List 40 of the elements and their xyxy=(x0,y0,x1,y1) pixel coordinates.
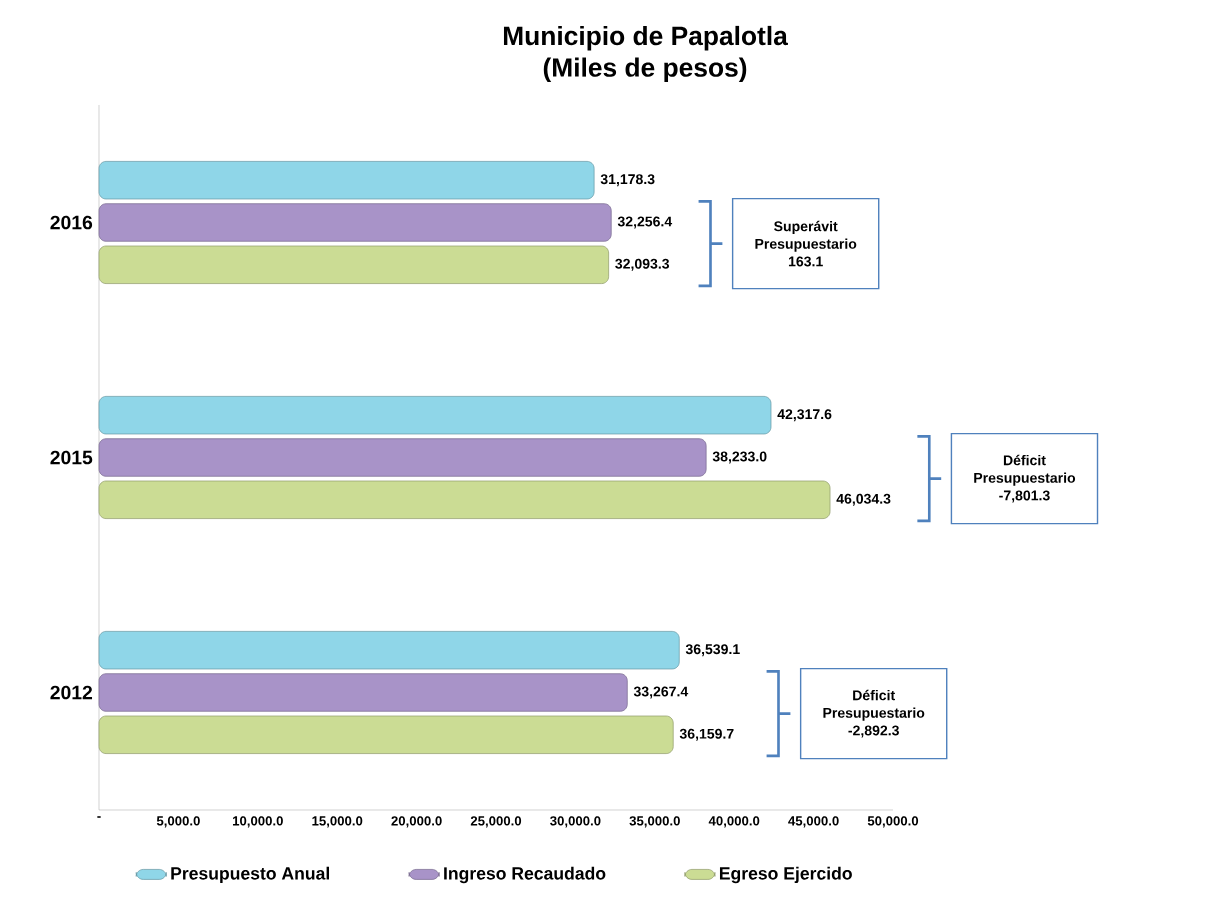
data-label: 32,093.3 xyxy=(615,258,670,271)
data-label: 33,267.4 xyxy=(633,686,689,699)
x-tick-label: 5,000.0 xyxy=(156,816,200,828)
data-label: 32,256.4 xyxy=(617,216,673,229)
data-label: 42,317.6 xyxy=(777,409,832,422)
annotation: Déficit Presupuestario -2,892.3 xyxy=(823,689,925,738)
data-label: 31,178.3 xyxy=(600,174,655,187)
x-tick-label: 25,000.0 xyxy=(470,816,522,828)
chart-title: Municipio de Papalotla xyxy=(503,25,788,51)
y-tick-label: 2015 xyxy=(50,450,93,465)
x-tick-label: 10,000.0 xyxy=(232,816,283,828)
x-tick-label: 40,000.0 xyxy=(708,816,760,828)
bar xyxy=(98,245,609,284)
x-tick-label: 15,000.0 xyxy=(312,816,363,828)
bar xyxy=(98,480,831,519)
text: Déficit Presupuestario -7,801.3 xyxy=(974,454,1076,503)
bar xyxy=(98,631,680,670)
x-tick-label: - xyxy=(97,816,101,818)
data-label: 36,159.7 xyxy=(679,728,734,741)
legend-label: Ingreso Recaudado xyxy=(444,866,606,884)
data-label: 38,233.0 xyxy=(712,451,767,464)
x-tick-label: 30,000.0 xyxy=(550,816,601,828)
bar xyxy=(98,673,628,712)
bar xyxy=(98,438,707,477)
data-label: 46,034.3 xyxy=(836,493,891,506)
bar xyxy=(98,203,612,242)
x-tick-label: 35,000.0 xyxy=(629,816,680,828)
bar xyxy=(98,396,772,435)
data-label: 36,539.1 xyxy=(685,644,740,657)
legend-label: Presupuesto Anual xyxy=(171,866,329,884)
y-tick-label: 2012 xyxy=(50,685,93,700)
legend-label: Egreso Ejercido xyxy=(719,866,852,884)
bar xyxy=(98,161,595,200)
x-tick-label: 20,000.0 xyxy=(391,816,442,828)
x-tick-label: 45,000.0 xyxy=(788,816,839,828)
annotation: Superávit Presupuestario 163.1 xyxy=(755,220,857,267)
x-tick-label: 50,000.0 xyxy=(867,816,919,828)
y-tick-label: 2016 xyxy=(50,215,93,230)
bar xyxy=(98,715,674,754)
chart-subtitle: (Miles de pesos) xyxy=(543,57,747,83)
